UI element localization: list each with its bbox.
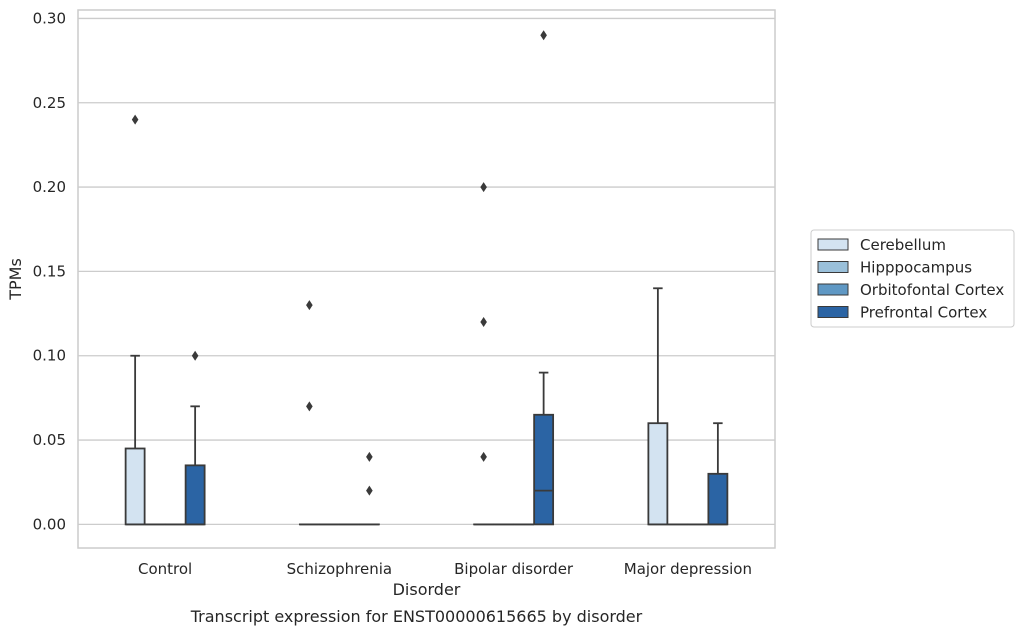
legend-box bbox=[810, 229, 1015, 328]
y-tick-label: 0.30 bbox=[33, 9, 66, 27]
y-tick-label: 0.15 bbox=[33, 262, 66, 280]
gridlines bbox=[78, 17, 775, 526]
plot-frame bbox=[77, 9, 776, 549]
legend-label: Hipppocampus bbox=[860, 259, 972, 277]
legend-label: Orbitofontal Cortex bbox=[860, 281, 1004, 299]
legend-swatch bbox=[817, 306, 849, 318]
box-cerebellum bbox=[647, 287, 669, 526]
outlier-point bbox=[306, 401, 313, 412]
legend-swatch bbox=[817, 238, 849, 251]
x-tick-label: Control bbox=[138, 560, 192, 578]
outlier-point bbox=[480, 182, 487, 193]
outlier-point bbox=[366, 451, 373, 462]
boxes bbox=[124, 30, 729, 526]
box-prefrontal-cortex bbox=[184, 350, 206, 526]
legend-label: Prefrontal Cortex bbox=[860, 304, 987, 322]
legend: Cerebellum Hipppocampus Orbitofontal Corte… bbox=[810, 229, 1015, 328]
x-tick-labels: Control Schizophrenia Bipolar disorder Majo… bbox=[138, 560, 752, 578]
box-cerebellum bbox=[473, 182, 495, 526]
chart-caption: Transcript expression for ENST0000061566… bbox=[190, 607, 643, 626]
x-tick-label: Schizophrenia bbox=[287, 560, 392, 578]
legend-swatch bbox=[817, 261, 849, 273]
box bbox=[533, 413, 555, 526]
box-cerebellum bbox=[124, 114, 146, 526]
x-tick-label: Major depression bbox=[624, 560, 752, 578]
outlier-point bbox=[480, 451, 487, 462]
y-tick-label: 0.05 bbox=[33, 431, 66, 449]
y-tick-label: 0.00 bbox=[33, 515, 66, 533]
y-axis-label: TPMs bbox=[6, 258, 25, 301]
box-prefrontal-cortex bbox=[707, 422, 729, 526]
box bbox=[707, 472, 729, 526]
outlier-point bbox=[480, 317, 487, 328]
x-tick-label: Bipolar disorder bbox=[454, 560, 574, 578]
box bbox=[184, 464, 206, 526]
box-prefrontal-cortex bbox=[533, 30, 555, 526]
outlier-point bbox=[366, 485, 373, 496]
y-tick-label: 0.25 bbox=[33, 94, 66, 112]
x-axis-label: Disorder bbox=[393, 580, 461, 599]
outlier-point bbox=[191, 350, 199, 361]
box-cerebellum bbox=[298, 300, 320, 526]
box bbox=[124, 447, 146, 526]
y-tick-labels: 0.00 0.05 0.10 0.15 0.20 0.25 0.30 bbox=[33, 9, 66, 533]
y-tick-label: 0.10 bbox=[33, 347, 66, 365]
y-tick-label: 0.20 bbox=[33, 178, 66, 196]
legend-label: Cerebellum bbox=[860, 236, 946, 254]
legend-swatch bbox=[817, 283, 849, 296]
outlier-point bbox=[131, 114, 139, 125]
outlier-point bbox=[306, 300, 313, 311]
box bbox=[647, 422, 669, 526]
outlier-point bbox=[540, 30, 547, 41]
box-prefrontal-cortex bbox=[358, 451, 380, 526]
